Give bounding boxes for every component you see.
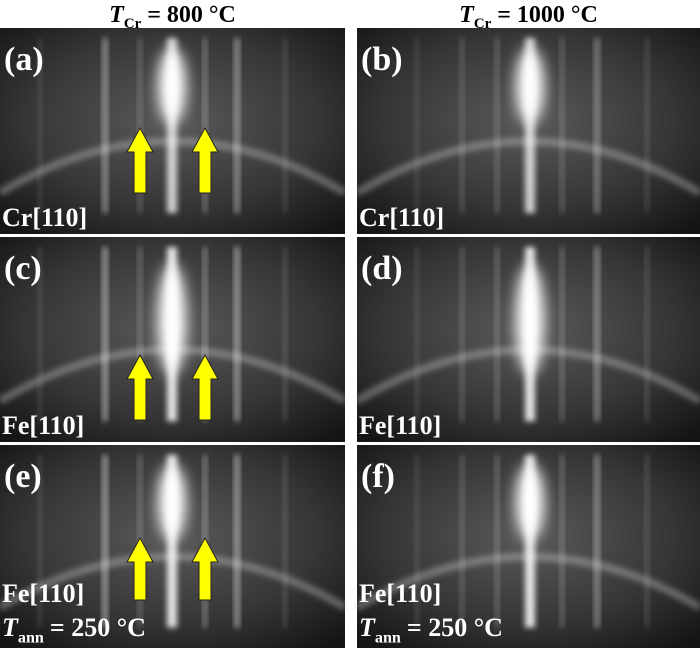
diffraction-streak bbox=[525, 455, 535, 628]
direction-label: Cr[110] bbox=[359, 203, 444, 232]
diffraction-streak bbox=[460, 38, 464, 214]
diffraction-streak bbox=[138, 38, 142, 214]
diffraction-streak bbox=[38, 38, 42, 214]
panel: (a) Cr[110] bbox=[0, 28, 348, 234]
panel-label: (f) bbox=[361, 458, 395, 495]
symbol: T bbox=[459, 2, 475, 28]
symbol-text: TCr = 800 °C bbox=[109, 2, 236, 32]
diffraction-streak bbox=[167, 38, 177, 214]
diffraction-streak bbox=[102, 247, 108, 422]
value: = 800 °C bbox=[147, 2, 236, 28]
subscript: ann bbox=[18, 630, 44, 647]
diffraction-streak bbox=[102, 455, 108, 628]
arrow bbox=[191, 536, 219, 601]
diffraction-streak bbox=[234, 247, 240, 422]
specular-spot bbox=[516, 264, 544, 374]
arrow bbox=[191, 126, 219, 194]
panel-label: (c) bbox=[4, 250, 42, 287]
direction-label: Cr[110] bbox=[2, 203, 87, 232]
diffraction-streak bbox=[495, 455, 499, 628]
panel: (d) Fe[110] bbox=[354, 237, 700, 442]
value: = 1000 °C bbox=[497, 2, 598, 28]
diffraction-streak bbox=[460, 455, 464, 628]
specular-spot bbox=[158, 47, 186, 124]
arrow bbox=[126, 353, 154, 421]
diffraction-streak bbox=[234, 455, 240, 628]
arrow bbox=[126, 126, 154, 194]
arrow bbox=[191, 353, 219, 421]
panel-label: (b) bbox=[361, 41, 403, 78]
symbol-text: Tann = 250 °C bbox=[359, 613, 503, 647]
diffraction-streak bbox=[594, 38, 600, 214]
diffraction-streak bbox=[645, 455, 649, 628]
diffraction-streak bbox=[283, 38, 287, 214]
panel: (b) Cr[110] bbox=[354, 28, 700, 234]
diffraction-streak bbox=[645, 247, 649, 422]
diffraction-streak bbox=[415, 38, 419, 214]
specular-spot bbox=[516, 463, 544, 540]
diffraction-streak bbox=[167, 455, 177, 628]
diffraction-streak bbox=[102, 38, 108, 214]
diffraction-streak bbox=[283, 455, 287, 628]
diffraction-streak bbox=[495, 247, 499, 422]
diffraction-streak bbox=[460, 247, 464, 422]
panel-label: (e) bbox=[4, 458, 42, 495]
diffraction-streak bbox=[645, 38, 649, 214]
subscript: ann bbox=[375, 630, 401, 647]
diffraction-streak bbox=[560, 247, 564, 422]
diffraction-streak bbox=[594, 455, 600, 628]
specular-spot bbox=[516, 47, 544, 124]
diffraction-streak bbox=[415, 247, 419, 422]
diffraction-streak bbox=[560, 38, 564, 214]
direction-label: Fe[110] bbox=[359, 579, 441, 608]
symbol-text: Tann = 250 °C bbox=[2, 613, 146, 647]
diffraction-streak bbox=[203, 247, 207, 422]
panel-label: (d) bbox=[361, 250, 403, 287]
panel: (c) Fe[110] bbox=[0, 237, 348, 442]
diffraction-streak bbox=[283, 247, 287, 422]
diffraction-streak bbox=[495, 38, 499, 214]
diffraction-streak bbox=[594, 247, 600, 422]
value: = 250 °C bbox=[407, 613, 503, 642]
diffraction-streak bbox=[415, 455, 419, 628]
specular-spot bbox=[158, 264, 186, 374]
symbol-text: TCr = 1000 °C bbox=[459, 2, 598, 32]
value: = 250 °C bbox=[50, 613, 146, 642]
direction-label: Fe[110] bbox=[2, 411, 84, 440]
direction-label: Fe[110] bbox=[2, 579, 84, 608]
symbol: T bbox=[359, 613, 376, 642]
diffraction-streak bbox=[560, 455, 564, 628]
diffraction-streak bbox=[525, 38, 535, 214]
direction-label: Fe[110] bbox=[359, 411, 441, 440]
panel: (f) Fe[110] Tann = 250 °C bbox=[354, 445, 700, 648]
diffraction-streak bbox=[203, 38, 207, 214]
symbol: T bbox=[109, 2, 125, 28]
arrow bbox=[126, 536, 154, 601]
specular-spot bbox=[158, 463, 186, 540]
diffraction-streak bbox=[234, 38, 240, 214]
diffraction-streak bbox=[38, 455, 42, 628]
diffraction-streak bbox=[138, 247, 142, 422]
symbol: T bbox=[2, 613, 19, 642]
diffraction-streak bbox=[38, 247, 42, 422]
panel-label: (a) bbox=[4, 41, 44, 78]
panel: (e) Fe[110] Tann = 250 °C bbox=[0, 445, 348, 648]
